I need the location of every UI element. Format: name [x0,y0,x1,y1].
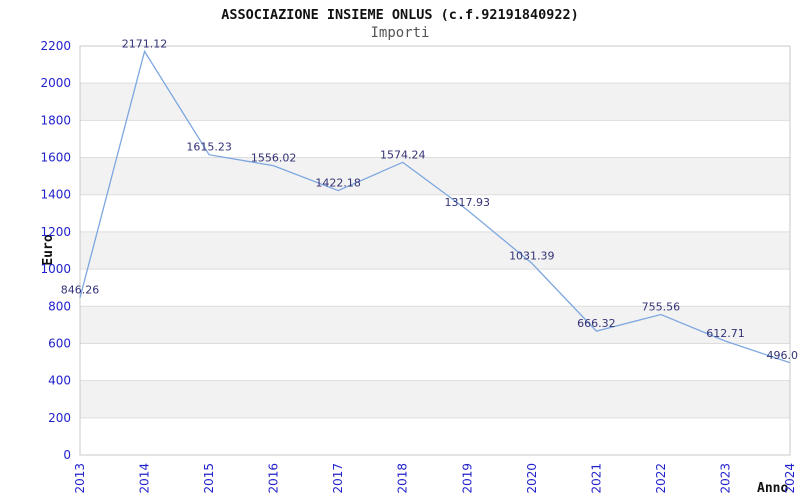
y-tick-label: 400 [48,374,71,388]
x-tick-label: 2019 [460,463,474,494]
x-tick-label: 2014 [138,463,152,494]
y-tick-label: 1000 [40,262,71,276]
x-tick-label: 2016 [267,463,281,494]
x-tick-label: 2017 [331,463,345,494]
x-tick-label: 2013 [73,463,87,494]
x-tick-label: 2018 [396,463,410,494]
plot-band [80,231,790,270]
data-point-label: 2171.12 [122,37,168,50]
data-point-label: 612.71 [706,327,745,340]
x-tick-label: 2022 [654,463,668,494]
plot-border [79,45,791,456]
y-tick-label: 1400 [40,188,71,202]
data-point-label: 755.56 [642,301,681,314]
data-point-label: 1031.39 [509,249,555,262]
data-point-label: 1615.23 [186,141,232,154]
chart-subtitle: Importi [370,25,430,41]
y-tick-label: 2000 [40,76,71,90]
data-point-label: 846.26 [61,284,100,297]
data-line [79,49,791,364]
x-tick-label: 2015 [202,463,216,494]
data-point-label: 1574.24 [380,148,426,161]
chart-title: ASSOCIAZIONE INSIEME ONLUS (c.f.92191840… [221,7,579,23]
x-tick-label: 2024 [783,463,797,494]
x-tick-label: 2020 [525,463,539,494]
y-tick-label: 1200 [40,225,71,239]
data-point-label: 1422.18 [315,177,361,190]
x-axis-title: Anno [757,481,789,496]
y-tick-label: 800 [48,299,71,313]
y-tick-label: 1600 [40,151,71,165]
plot-band [80,306,790,344]
y-tick-label: 0 [63,448,71,462]
data-point-label: 1556.02 [251,152,297,165]
y-tick-label: 200 [48,411,71,425]
y-tick-label: 600 [48,336,71,350]
plot-band [80,157,790,195]
data-point-label: 1317.93 [445,196,491,209]
x-tick-label: 2021 [589,463,603,494]
data-point-label: 666.32 [577,317,616,330]
y-tick-label: 1800 [40,113,71,127]
plot-band [80,83,790,121]
x-tick-label: 2023 [718,463,732,494]
data-point-label: 496.0 [767,349,799,362]
plot-band [80,380,790,418]
y-tick-label: 2200 [40,39,71,53]
